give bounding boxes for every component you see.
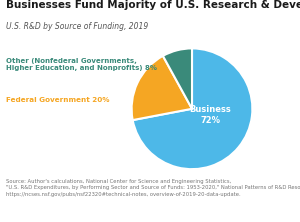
Text: Source: Author's calculations, National Center for Science and Engineering Stati: Source: Author's calculations, National … xyxy=(6,179,300,197)
Wedge shape xyxy=(163,48,192,109)
Text: @TaxFoundation: @TaxFoundation xyxy=(228,207,291,216)
Wedge shape xyxy=(132,56,192,120)
Text: Business
72%: Business 72% xyxy=(189,105,231,125)
Text: Other (Nonfederal Governments,
Higher Education, and Nonprofits) 8%: Other (Nonfederal Governments, Higher Ed… xyxy=(6,58,157,71)
Wedge shape xyxy=(133,48,252,169)
Text: TAX FOUNDATION: TAX FOUNDATION xyxy=(9,207,86,216)
Text: U.S. R&D by Source of Funding, 2019: U.S. R&D by Source of Funding, 2019 xyxy=(6,22,148,31)
Text: Businesses Fund Majority of U.S. Research & Development (R&D): Businesses Fund Majority of U.S. Researc… xyxy=(6,0,300,10)
Text: Federal Government 20%: Federal Government 20% xyxy=(6,97,109,103)
